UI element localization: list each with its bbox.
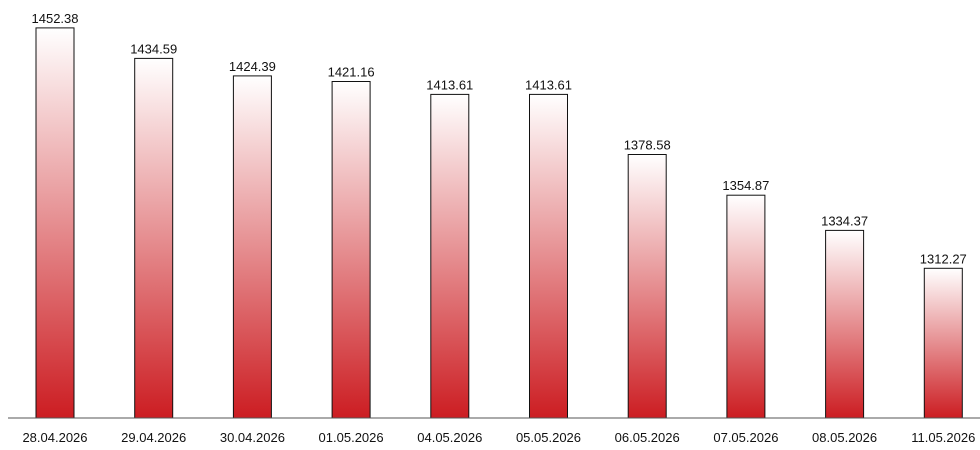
x-tick-labels-layer: 28.04.2026 29.04.2026 30.04.2026 01.05.2026… — [22, 430, 975, 445]
value-label: 1434.59 — [130, 41, 177, 56]
x-tick-label: 30.04.2026 — [220, 430, 285, 445]
x-tick-label: 07.05.2026 — [713, 430, 778, 445]
value-label: 1421.16 — [328, 65, 375, 80]
bar-30.04.2026 — [232, 75, 272, 419]
bar-06.05.2026 — [627, 154, 667, 419]
x-tick-label: 28.04.2026 — [22, 430, 87, 445]
x-tick-label: 01.05.2026 — [319, 430, 384, 445]
x-tick-label: 08.05.2026 — [812, 430, 877, 445]
bar-07.05.2026 — [726, 194, 766, 419]
bar-04.05.2026 — [430, 93, 470, 419]
x-tick-label: 05.05.2026 — [516, 430, 581, 445]
x-tick-label: 11.05.2026 — [911, 430, 975, 445]
x-tick-label: 29.04.2026 — [121, 430, 186, 445]
value-label: 1354.87 — [722, 178, 769, 193]
value-label: 1452.38 — [32, 11, 79, 26]
bar-29.04.2026 — [134, 57, 174, 419]
bar-08.05.2026 — [825, 229, 865, 419]
value-label: 1413.61 — [426, 77, 473, 92]
value-label: 1334.37 — [821, 213, 868, 228]
value-label: 1378.58 — [624, 138, 671, 153]
x-tick-label: 06.05.2026 — [615, 430, 680, 445]
bar-11.05.2026 — [923, 267, 963, 419]
value-label: 1312.27 — [920, 251, 967, 266]
value-labels-layer: 1452.38 1434.59 1424.39 1421.16 1413.61 1413.… — [32, 11, 967, 266]
bar-05.05.2026 — [529, 93, 568, 419]
value-label: 1413.61 — [525, 77, 572, 92]
bar-01.05.2026 — [331, 81, 371, 419]
x-tick-label: 04.05.2026 — [417, 430, 482, 445]
value-label: 1424.39 — [229, 59, 276, 74]
bar-28.04.2026 — [35, 27, 75, 419]
bars-layer — [35, 27, 963, 419]
